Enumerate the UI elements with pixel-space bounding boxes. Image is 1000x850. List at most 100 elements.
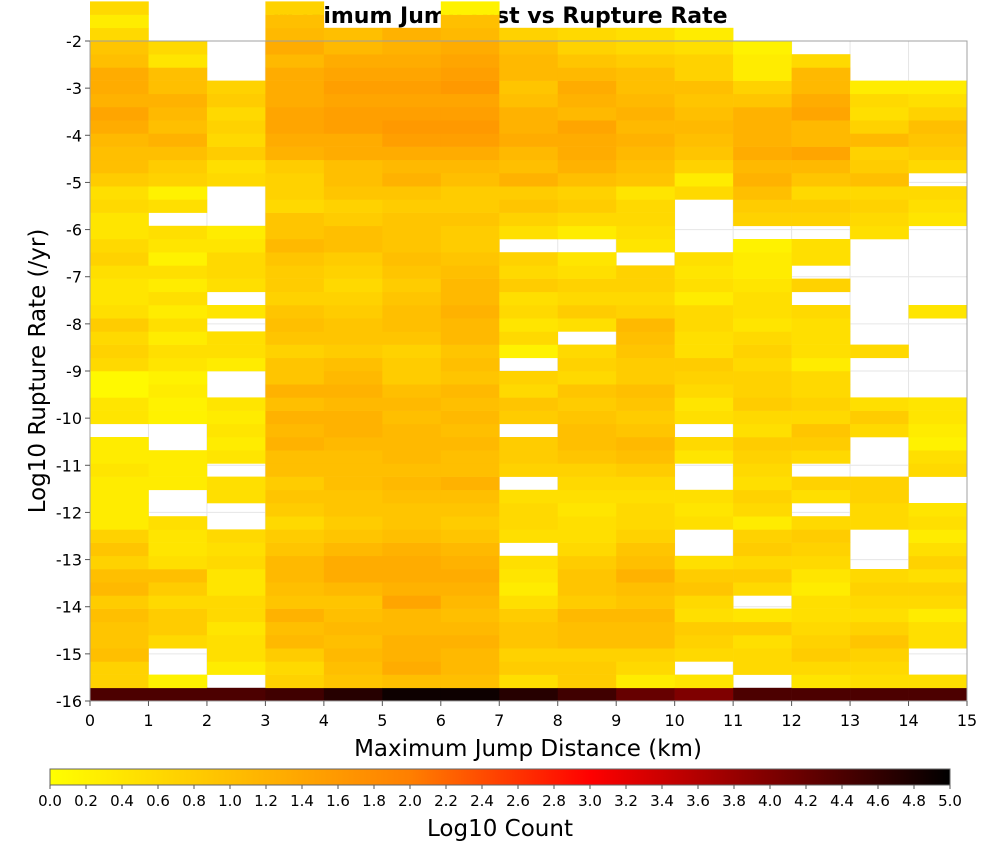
heatmap-cell (323, 291, 383, 306)
x-tick-label: 2 (202, 711, 212, 730)
colorbar-tick-label: 3.2 (614, 792, 638, 810)
heatmap-cell (440, 397, 500, 411)
heatmap-cell (557, 107, 617, 121)
heatmap-cell (382, 265, 442, 279)
colorbar-tick-label: 2.8 (542, 792, 566, 810)
heatmap-cell (90, 41, 149, 55)
x-tick-label: 13 (840, 711, 860, 730)
heatmap-cell (674, 252, 734, 266)
heatmap-cell (791, 344, 851, 359)
heatmap-cell (850, 80, 909, 95)
heatmap-cell (440, 503, 500, 517)
heatmap-cell (850, 344, 909, 359)
heatmap-cell (733, 476, 792, 491)
heatmap-cell (90, 489, 149, 504)
heatmap-cell (206, 410, 266, 425)
heatmap-cell (440, 569, 500, 583)
heatmap-cell (674, 291, 734, 306)
heatmap-cell (440, 608, 500, 623)
heatmap-cell (323, 146, 383, 161)
heatmap-cell (206, 687, 266, 702)
heatmap-cell (148, 635, 208, 649)
heatmap-cell (90, 357, 149, 372)
heatmap-cell (148, 173, 208, 187)
heatmap-cell (791, 371, 851, 385)
heatmap-cell (616, 542, 675, 557)
heatmap-cell (499, 595, 559, 609)
heatmap-cell (674, 648, 734, 662)
heatmap-cell (616, 687, 675, 702)
heatmap-cell (323, 503, 383, 517)
colorbar-tick-label: 2.2 (434, 792, 458, 810)
x-tick-label: 9 (611, 711, 621, 730)
heatmap-cell (733, 344, 792, 359)
heatmap-cell (206, 542, 266, 557)
heatmap-cell (265, 384, 325, 398)
heatmap-cell (674, 278, 734, 293)
heatmap-cell (791, 674, 851, 689)
heatmap-cell (323, 305, 383, 319)
heatmap-cell (674, 41, 734, 55)
heatmap-cell (733, 278, 792, 293)
y-tick-label: -7 (66, 268, 82, 287)
heatmap-cell (148, 54, 208, 68)
heatmap-cell (850, 173, 909, 187)
heatmap-cell (908, 555, 968, 570)
heatmap-cell (674, 450, 734, 464)
y-tick-label: -16 (56, 692, 82, 711)
heatmap-cell (499, 463, 559, 477)
heatmap-cell (323, 608, 383, 623)
heatmap-cell (148, 608, 208, 623)
heatmap-cell (90, 291, 149, 306)
heatmap-cell (440, 146, 500, 161)
heatmap-cell (148, 225, 208, 240)
heatmap-cell (265, 1, 325, 15)
heatmap-cell (733, 371, 792, 385)
heatmap-cells (90, 1, 968, 702)
heatmap-cell (323, 437, 383, 451)
heatmap-cell (674, 173, 734, 187)
heatmap-cell (791, 318, 851, 332)
heatmap-cell (382, 252, 442, 266)
heatmap-cell (323, 199, 383, 213)
heatmap-cell (148, 463, 208, 477)
heatmap-cell (557, 476, 617, 491)
heatmap-cell (148, 186, 208, 200)
y-tick-label: -11 (56, 456, 82, 475)
heatmap-cell (791, 120, 851, 134)
heatmap-cell (791, 173, 851, 187)
heatmap-cell (499, 278, 559, 293)
heatmap-cell (323, 516, 383, 530)
heatmap-cell (616, 423, 675, 438)
heatmap-cell (616, 107, 675, 121)
heatmap-cell (323, 489, 383, 504)
heatmap-cell (557, 27, 617, 42)
heatmap-cell (616, 146, 675, 161)
heatmap-cell (616, 278, 675, 293)
heatmap-cell (791, 648, 851, 662)
heatmap-cell (499, 410, 559, 425)
heatmap-cell (323, 173, 383, 187)
heatmap-cell (148, 397, 208, 411)
heatmap-cell (382, 146, 442, 161)
colorbar-tick-label: 1.6 (326, 792, 350, 810)
heatmap-cell (674, 159, 734, 174)
heatmap-cell (440, 133, 500, 147)
heatmap-cell (850, 648, 909, 662)
heatmap-cell (265, 159, 325, 174)
colorbar-tick-label: 3.6 (686, 792, 710, 810)
heatmap-cell (206, 331, 266, 345)
heatmap-cell (850, 635, 909, 649)
heatmap-cell (850, 595, 909, 609)
heatmap-cell (440, 173, 500, 187)
heatmap-cell (323, 212, 383, 227)
heatmap-cell (499, 437, 559, 451)
heatmap-cell (90, 305, 149, 319)
heatmap-cell (850, 107, 909, 121)
heatmap-cell (733, 146, 792, 161)
heatmap-cell (148, 133, 208, 147)
heatmap-cell (90, 397, 149, 411)
heatmap-cell (440, 199, 500, 213)
heatmap-cell (148, 278, 208, 293)
y-axis-label: Log10 Rupture Rate (/yr) (25, 229, 51, 514)
